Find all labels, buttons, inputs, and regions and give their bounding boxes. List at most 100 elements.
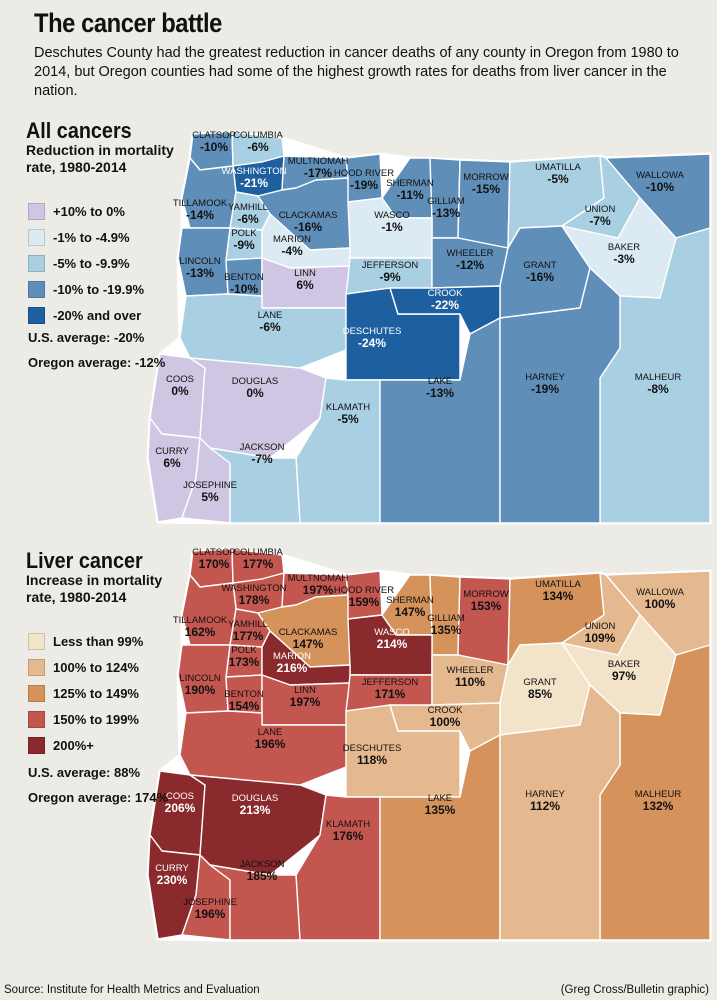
county-name-klamath: KLAMATH [326,402,370,413]
county-value-clackamas: -16% [294,220,322,234]
county-jackson [209,864,301,941]
legend-label: -20% and over [53,307,142,323]
county-value-coos: 0% [171,384,189,398]
county-name-gilliam: GILLIAM [427,196,465,207]
county-value-jackson: 185% [247,869,278,883]
liver-cancer-us-average: U.S. average: 88% [28,765,141,780]
county-name-sherman: SHERMAN [386,595,434,606]
county-name-lake: LAKE [428,793,452,804]
county-name-sherman: SHERMAN [386,178,434,189]
county-value-douglas: 213% [240,803,271,817]
county-name-wallowa: WALLOWA [636,587,685,598]
all-cancers-legend: +10% to 0% -1% to -4.9% -5% to -9.9% -10% t… [28,198,144,328]
county-name-umatilla: UMATILLA [535,579,581,590]
county-value-morrow: -15% [472,182,500,196]
county-name-clackamas: CLACKAMAS [279,627,338,638]
county-name-marion: MARION [273,234,311,245]
legend-label: 125% to 149% [53,685,139,701]
all-cancers-map: CLATSOP-10%COLUMBIA-6%WASHINGTON-21%MULT… [146,130,712,525]
county-name-washington: WASHINGTON [222,166,287,177]
county-value-wheeler: 110% [455,675,485,689]
county-value-marion: 216% [277,661,308,675]
county-value-clatsop: 170% [199,557,230,571]
county-name-coos: COOS [166,791,194,802]
liver-cancer-title: Liver cancer [26,548,143,573]
county-name-lincoln: LINCOLN [179,256,220,267]
county-value-coos: 206% [165,801,196,815]
county-value-curry: 230% [157,873,188,887]
county-value-lake: 135% [425,803,456,817]
county-harney [499,267,621,524]
county-name-multnomah: MULTNOMAH [288,156,349,167]
legend-label: -5% to -9.9% [53,255,130,271]
county-name-polk: POLK [231,645,257,656]
liver-cancer-oregon-average: Oregon average: 174% [28,790,169,805]
county-value-columbia: 177% [243,557,274,571]
legend-label: Less than 99% [53,633,144,649]
county-value-douglas: 0% [246,386,264,400]
county-name-umatilla: UMATILLA [535,162,581,173]
county-value-hood-river: -19% [350,178,378,192]
county-name-hood-river: HOOD RIVER [334,168,394,179]
county-value-wallowa: 100% [645,597,676,611]
county-name-wheeler: WHEELER [447,665,494,676]
county-value-multnomah: -17% [304,166,332,180]
county-name-lane: LANE [258,727,283,738]
county-value-grant: 85% [528,687,552,701]
county-name-jackson: JACKSON [240,442,285,453]
county-name-curry: CURRY [155,863,189,874]
page-title: The cancer battle [34,8,222,38]
county-value-tillamook: -14% [186,208,214,222]
county-value-union: -7% [589,214,611,228]
intro-text: Deschutes County had the greatest reduct… [34,45,679,99]
county-jackson [209,447,301,524]
legend-item: 150% to 199% [28,706,143,732]
county-value-malheur: 132% [643,799,674,813]
county-value-baker: -3% [613,252,635,266]
county-value-wasco: -1% [381,220,403,234]
county-value-harney: 112% [530,799,560,813]
county-name-malheur: MALHEUR [635,372,682,383]
county-name-lane: LANE [258,310,283,321]
county-name-tillamook: TILLAMOOK [173,615,228,626]
legend-item: -5% to -9.9% [28,250,144,276]
county-value-deschutes: -24% [358,336,386,350]
county-name-clatsop: CLATSOP [192,547,236,558]
legend-item: 125% to 149% [28,680,143,706]
county-value-yamhill: 177% [233,629,264,643]
legend-item: -20% and over [28,302,144,328]
county-value-wheeler: -12% [456,258,484,272]
county-value-lincoln: 190% [185,683,216,697]
legend-label: 200%+ [53,737,94,753]
legend-label: 100% to 124% [53,659,139,675]
county-value-sherman: 147% [395,605,426,619]
county-value-columbia: -6% [247,140,269,154]
county-name-deschutes: DESCHUTES [343,743,402,754]
county-value-josephine: 196% [195,907,226,921]
county-value-lane: -6% [259,320,281,334]
county-name-baker: BAKER [608,242,640,253]
county-name-benton: BENTON [224,689,264,700]
county-name-deschutes: DESCHUTES [343,326,402,337]
legend-label: -1% to -4.9% [53,229,130,245]
county-name-multnomah: MULTNOMAH [288,573,349,584]
all-cancers-oregon-average: Oregon average: -12% [28,355,166,370]
county-value-linn: 6% [296,278,314,292]
legend-item: +10% to 0% [28,198,144,224]
county-value-josephine: 5% [201,490,219,504]
county-name-polk: POLK [231,228,257,239]
liver-cancer-subtitle: Increase in mortality rate, 1980-2014 [26,572,163,605]
county-name-tillamook: TILLAMOOK [173,198,228,209]
legend-label: +10% to 0% [53,203,125,219]
county-name-lincoln: LINCOLN [179,673,220,684]
all-cancers-us-average: U.S. average: -20% [28,330,145,345]
county-name-curry: CURRY [155,446,189,457]
county-value-crook: 100% [430,715,461,729]
county-value-gilliam: 135% [431,623,462,637]
county-klamath [295,377,381,524]
county-value-benton: 154% [229,699,260,713]
legend-swatch [28,658,45,676]
legend-swatch [28,202,45,220]
county-name-douglas: DOUGLAS [232,376,278,387]
county-name-lake: LAKE [428,376,452,387]
